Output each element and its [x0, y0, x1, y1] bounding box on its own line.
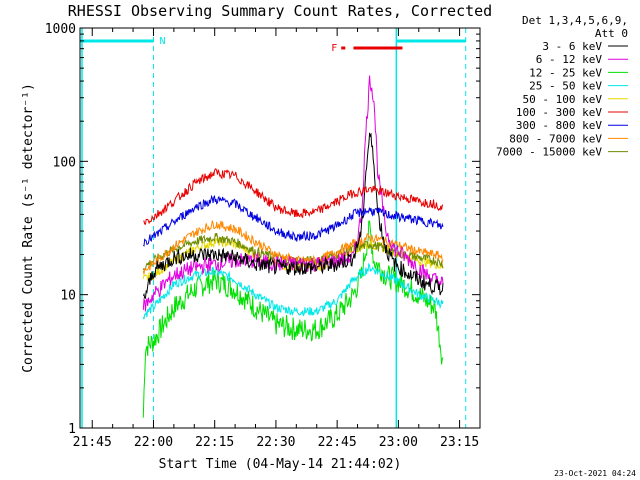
y-tick-label: 100 — [53, 155, 76, 170]
x-tick-label: 22:45 — [318, 435, 357, 450]
series-lines — [142, 75, 444, 418]
legend-label: 6 - 12 keV — [536, 53, 603, 66]
series-line — [142, 132, 444, 299]
x-tick-label: 22:15 — [195, 435, 234, 450]
night-flare-flags: NF — [80, 28, 467, 428]
y-tick-label: 10 — [60, 289, 76, 304]
y-axis-label: Corrected Count Rate (s⁻¹ detector⁻¹) — [21, 83, 36, 373]
legend-label: 100 - 300 keV — [516, 106, 602, 119]
series-line — [142, 75, 444, 312]
axis-ticks: 21:45 22:00 22:15 22:30 22:45 23:00 23:15 1 10 10… — [45, 22, 481, 450]
footer-timestamp: 23-Oct-2021 04:24 — [554, 469, 636, 478]
legend-label: 300 - 800 keV — [516, 119, 602, 132]
series-line — [142, 220, 444, 418]
legend-label: 800 - 7000 keV — [509, 132, 602, 145]
flare-label: F — [331, 43, 337, 54]
series-line — [142, 262, 444, 320]
x-tick-label: 23:15 — [440, 435, 479, 450]
y-tick-label: 1 — [68, 422, 76, 437]
legend-header: Det 1,3,4,5,6,9, — [522, 14, 628, 27]
x-tick-label: 22:30 — [256, 435, 295, 450]
legend-label: 25 - 50 keV — [529, 80, 602, 93]
plot-frame — [79, 27, 481, 429]
legend-label: 3 - 6 keV — [542, 40, 602, 53]
y-tick-label: 1000 — [45, 22, 76, 37]
x-tick-label: 22:00 — [134, 435, 173, 450]
series-line — [142, 194, 444, 247]
night-label: N — [159, 36, 165, 47]
x-tick-label: 23:00 — [379, 435, 418, 450]
chart-title: RHESSI Observing Summary Count Rates, Co… — [68, 2, 492, 20]
legend-label: 7000 - 15000 keV — [496, 146, 602, 159]
series-line — [143, 168, 444, 225]
x-axis-label: Start Time (04-May-14 21:44:02) — [159, 457, 402, 472]
series-line — [142, 220, 444, 275]
legend-label: 50 - 100 keV — [523, 93, 603, 106]
legend-label: 12 - 25 keV — [529, 66, 602, 79]
legend-header: Att 0 — [595, 27, 628, 40]
x-tick-label: 21:45 — [73, 435, 112, 450]
